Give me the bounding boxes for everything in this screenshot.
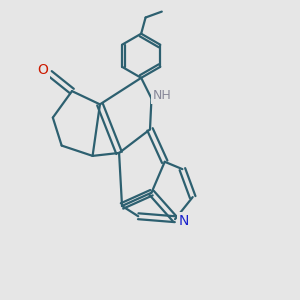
Text: O: O [37, 64, 48, 77]
Text: N: N [179, 214, 189, 228]
Text: NH: NH [152, 89, 171, 102]
